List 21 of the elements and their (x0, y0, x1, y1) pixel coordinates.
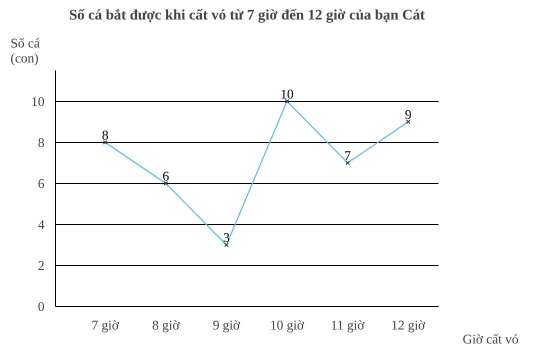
x-tick-label: 10 giờ (270, 318, 305, 332)
y-tick-label: 0 (38, 299, 45, 314)
x-tick-label: 12 giờ (391, 318, 426, 332)
x-axis-title: Giờ cất vó (462, 332, 519, 346)
y-tick-label: 10 (31, 94, 45, 109)
chart-title: Số cá bắt được khi cất vó từ 7 giờ đến 12 giờ của bạn Cát (69, 8, 426, 24)
y-axis-title: Số cá (con) (10, 36, 40, 66)
x-tick-label: 11 giờ (330, 318, 366, 332)
data-label: 10 (280, 86, 294, 102)
x-tick-label: 9 giờ (212, 318, 242, 332)
x-tick-label: 8 giờ (152, 318, 180, 332)
data-label: 9 (404, 106, 412, 122)
y-tick-label: 4 (38, 216, 45, 232)
data-label: 8 (102, 127, 109, 142)
data-label: 6 (162, 168, 170, 184)
y-tick-label: 2 (38, 258, 45, 273)
y-tick-label: 8 (38, 134, 45, 150)
y-tick-label: 6 (38, 176, 45, 191)
x-tick-label: 7 giờ (91, 318, 120, 332)
data-label: 3 (223, 230, 230, 245)
data-label: 7 (344, 148, 352, 163)
